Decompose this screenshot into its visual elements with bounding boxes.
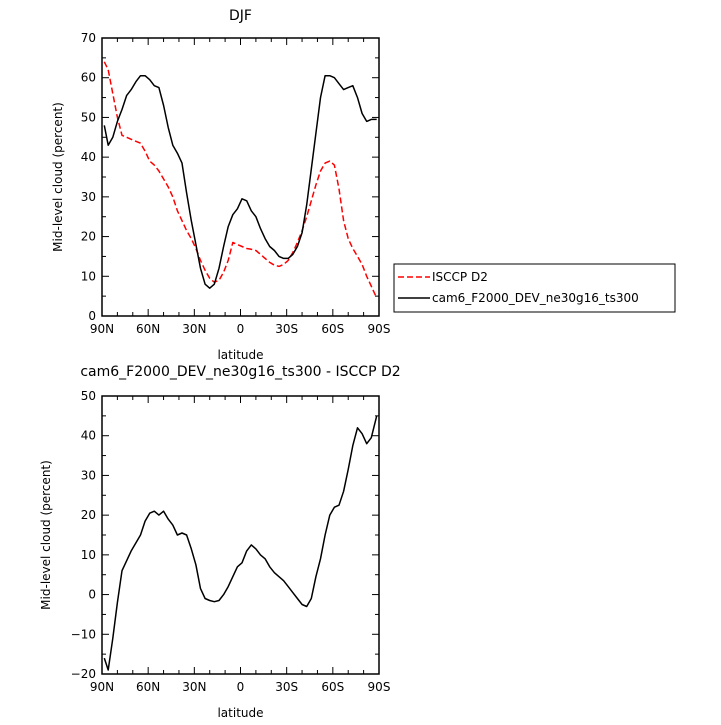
bottom-y-tick-label: 40 (81, 429, 96, 443)
top-y-tick-label: 0 (88, 309, 96, 323)
bottom-y-tick-label: 10 (81, 548, 96, 562)
bottom-x-tick-label: 90N (90, 680, 114, 694)
bottom-x-axis-label: latitude (217, 706, 263, 720)
bottom-chart-ticks: 90N 60N 30N 0 30S 60S 90S −20 −10 0 10 20 30 40 50 (71, 389, 391, 694)
top-y-tick-label: 20 (81, 230, 96, 244)
bottom-y-tick-label: 30 (81, 468, 96, 482)
bottom-y-tick-label: −10 (71, 627, 96, 641)
top-x-tick-label: 30S (275, 322, 298, 336)
top-x-tick-label: 60N (136, 322, 160, 336)
top-panel: DJF 90N 60N 30N 0 30S 60S 90S 0 10 20 30 40 50 60 70 l… (51, 8, 390, 362)
bottom-plot-frame (101, 395, 380, 675)
bottom-chart-title: cam6_F2000_DEV_ne30g16_ts300 - ISCCP D2 (80, 364, 400, 380)
top-x-tick-label: 30N (182, 322, 206, 336)
bottom-x-tick-label: 60S (321, 680, 344, 694)
top-series-line-1 (103, 74, 377, 289)
top-x-tick-label: 90N (90, 322, 114, 336)
legend: ISCCP D2 cam6_F2000_DEV_ne30g16_ts300 (393, 263, 676, 313)
legend-entry-isccp: ISCCP D2 (432, 270, 488, 284)
top-x-axis-label: latitude (217, 348, 263, 362)
top-y-axis-label: Mid-level cloud (percent) (51, 102, 65, 252)
top-x-tick-label: 0 (237, 322, 245, 336)
top-x-tick-label: 90S (368, 322, 391, 336)
top-y-tick-label: 30 (81, 190, 96, 204)
bottom-y-tick-label: −20 (71, 667, 96, 681)
top-x-tick-label: 60S (321, 322, 344, 336)
bottom-y-tick-label: 0 (88, 588, 96, 602)
bottom-x-tick-label: 30S (275, 680, 298, 694)
bottom-x-tick-label: 30N (182, 680, 206, 694)
top-plot-frame (101, 37, 380, 317)
legend-entry-cam6: cam6_F2000_DEV_ne30g16_ts300 (432, 291, 639, 305)
bottom-x-tick-label: 0 (237, 680, 245, 694)
bottom-x-tick-label: 90S (368, 680, 391, 694)
legend-box (393, 263, 676, 313)
bottom-panel: cam6_F2000_DEV_ne30g16_ts300 - ISCCP D2 … (39, 364, 401, 720)
bottom-chart-marks (103, 415, 378, 671)
bottom-y-axis-label: Mid-level cloud (percent) (39, 460, 53, 610)
top-chart-marks (103, 61, 378, 299)
bottom-y-tick-label: 50 (81, 389, 96, 403)
top-y-tick-label: 40 (81, 150, 96, 164)
top-chart-title: DJF (229, 8, 252, 24)
bottom-x-tick-label: 60N (136, 680, 160, 694)
bottom-series-line-0 (103, 415, 378, 671)
top-y-tick-label: 50 (81, 110, 96, 124)
top-series-line-0 (103, 61, 378, 299)
top-chart-ticks: 90N 60N 30N 0 30S 60S 90S 0 10 20 30 40 50 60 70 (81, 31, 391, 336)
top-y-tick-label: 70 (81, 31, 96, 45)
top-y-tick-label: 10 (81, 269, 96, 283)
top-y-tick-label: 60 (81, 71, 96, 85)
bottom-y-tick-label: 20 (81, 508, 96, 522)
